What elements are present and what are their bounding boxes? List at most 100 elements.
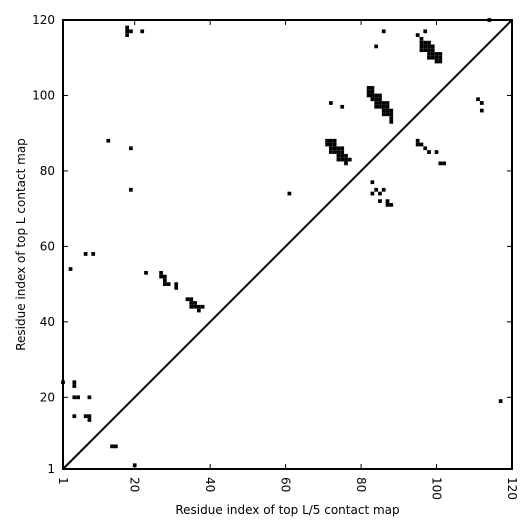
contact-cell [381,187,386,192]
contact-cell [140,29,145,34]
contact-cell [415,33,420,37]
contact-cell [427,44,431,49]
contact-cell [385,112,390,117]
contact-cell [193,304,197,309]
contact-cell [76,395,80,400]
contact-cell [329,101,333,105]
contact-cell [174,282,179,286]
contact-cell [129,187,133,192]
contact-cell [415,142,420,147]
contact-cell [430,44,435,49]
contact-cell [366,86,371,90]
contact-cell [381,29,386,34]
contact-cell [340,146,345,151]
contact-cell [381,101,386,105]
x-tick-label: 120 [505,477,519,500]
contact-cell [442,161,446,166]
contact-cell [196,304,201,309]
contact-cell [385,199,390,203]
contact-cell [366,89,371,94]
contact-cell [381,104,386,109]
contact-cell [389,203,394,207]
contact-cell [423,48,428,53]
contact-cell [125,29,130,34]
x-tick-label: 20 [128,477,142,492]
y-tick-label: 60 [40,239,55,253]
contact-cell [378,93,382,98]
contact-cell [91,252,96,256]
contact-cell [332,138,337,143]
contact-cell [423,146,428,151]
contact-cell [72,380,77,385]
contact-cell [200,304,205,309]
x-tick-label: 40 [203,477,217,492]
contact-cell [159,274,163,279]
contact-cell [423,29,428,34]
contact-cell [438,55,443,60]
contact-cell [329,146,333,151]
contact-cell [87,414,92,419]
contact-cell [174,286,179,290]
contact-cell [389,112,394,117]
contact-cell [125,25,130,30]
contact-cell [87,418,92,422]
contact-cell [72,384,77,388]
contact-cell [347,157,352,162]
contact-cell [427,48,431,53]
contact-cell [385,203,390,207]
contact-cell [68,267,73,271]
contact-cell [378,104,382,109]
contact-cell [479,108,484,113]
contact-cell [438,59,443,64]
contact-cell [189,297,194,302]
contact-cell [129,146,133,151]
contact-cell [340,157,345,162]
contact-cell [438,161,443,166]
contact-cell [336,157,341,162]
plot-frame [62,19,513,470]
contact-cell [332,142,337,147]
contact-cell [325,138,329,143]
contact-cell [430,48,435,53]
contact-cell [370,97,375,102]
contact-cell [438,52,443,56]
contact-cell [340,150,345,154]
y-tick-label: 100 [32,88,55,102]
contact-cell [287,191,292,196]
contact-cell [325,142,329,147]
contact-cell [427,40,431,45]
contact-cell [374,93,379,98]
contact-cell [344,161,348,166]
contact-cell [479,101,484,105]
y-tick-label: 1 [47,462,55,476]
contact-cell [374,104,379,109]
contact-cell [423,44,428,49]
contact-cell [189,301,194,305]
contact-cell [83,252,88,256]
contact-cell [370,86,375,90]
contact-cell [336,146,341,151]
contact-cell [434,52,439,56]
contact-cell [434,55,439,60]
contact-cell [434,150,439,154]
contact-cells [61,18,503,468]
y-tick-label: 120 [32,13,55,27]
contact-cell [336,153,341,158]
x-axis-title: Residue index of top L/5 contact map [175,503,399,517]
contact-cell [163,274,167,279]
contact-cell [125,33,130,37]
y-tick-label: 40 [40,315,55,329]
contact-cell [113,444,118,449]
contact-cell [430,55,435,60]
x-tick-label: 60 [279,477,293,492]
contact-cell [385,104,390,109]
contact-cell [83,414,88,419]
contact-cell [193,301,197,305]
contact-cell [427,52,431,56]
contact-cell [378,97,382,102]
contact-cell [129,29,133,34]
contact-cell [370,93,375,98]
contact-cell [381,112,386,117]
